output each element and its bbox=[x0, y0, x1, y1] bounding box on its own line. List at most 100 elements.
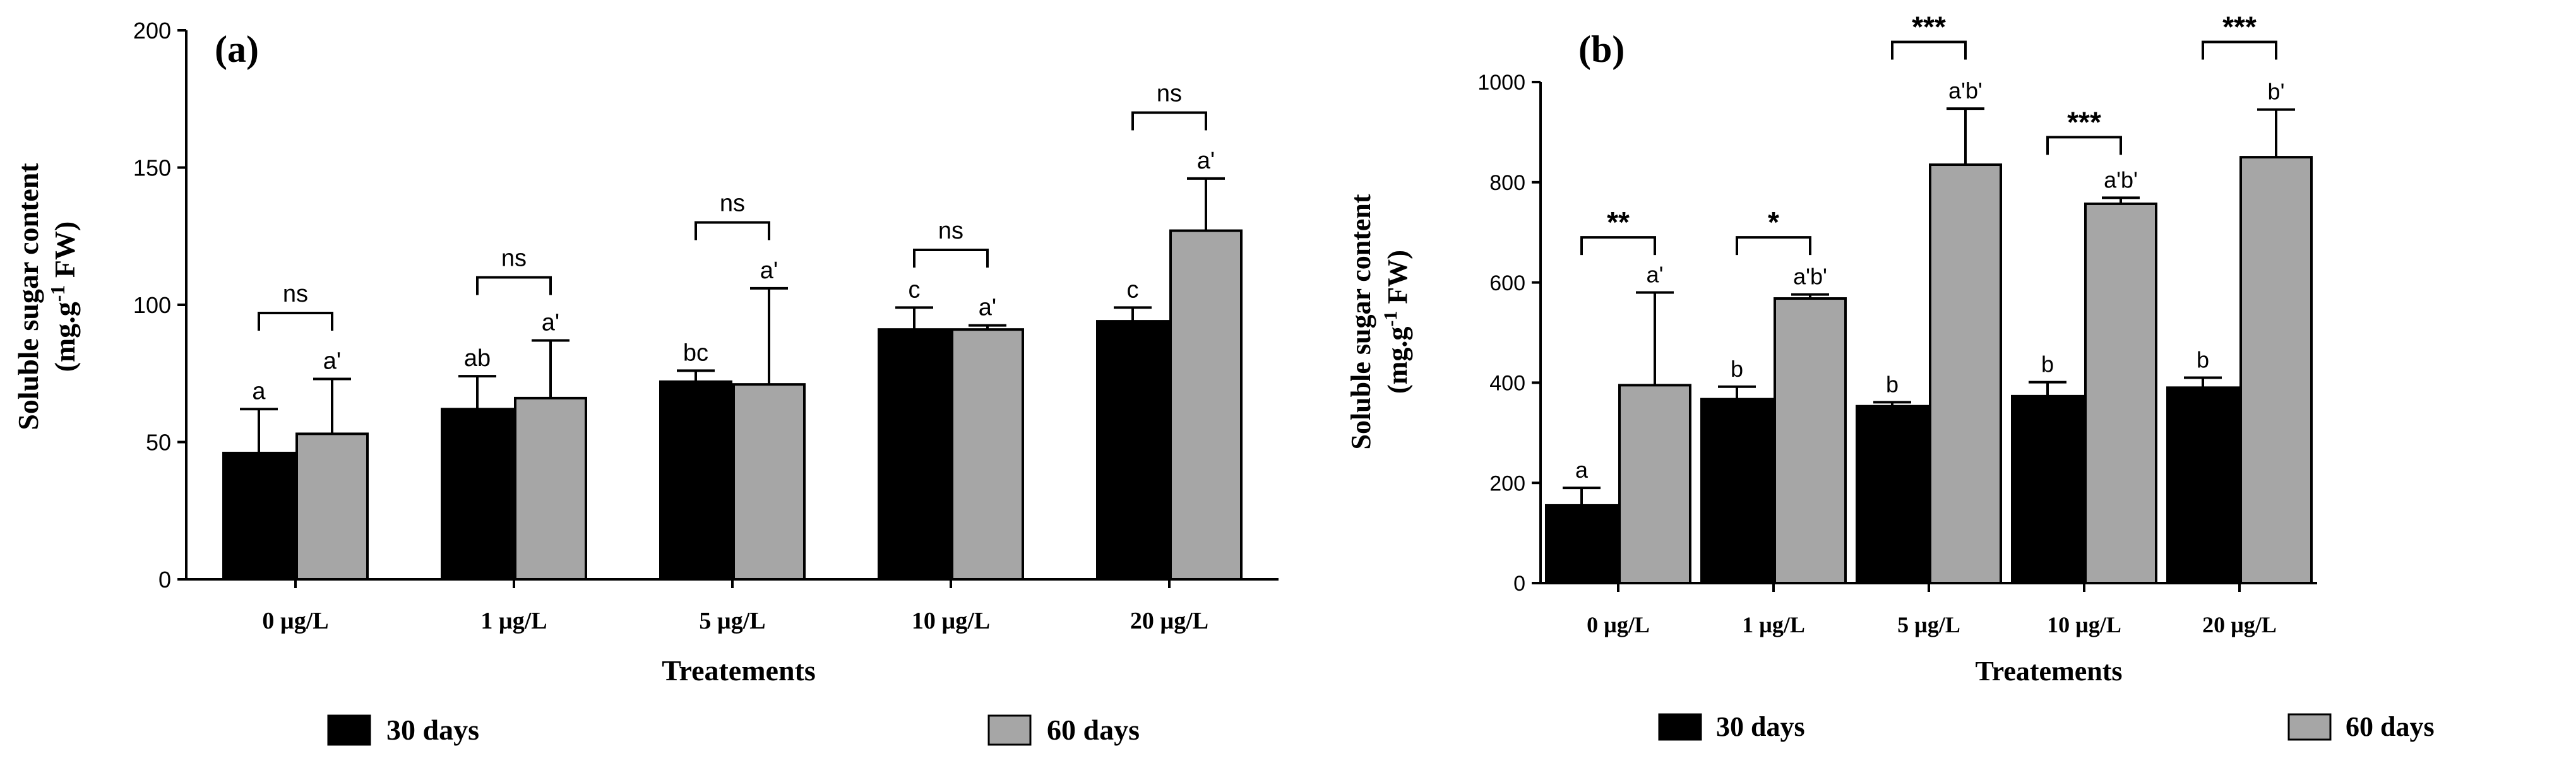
legend-swatch-30-days bbox=[1658, 713, 1702, 741]
y-tick-label: 50 bbox=[146, 429, 171, 455]
annotations: a a' ns ab a' ns bc a' ns c a' ns c a' ns bbox=[252, 81, 1215, 405]
significance-letter: a bbox=[252, 378, 266, 405]
legend-swatch-60-days bbox=[2287, 713, 2332, 741]
bar bbox=[1618, 384, 1691, 584]
y-tick-label: 0 bbox=[158, 567, 171, 593]
comparison-label: * bbox=[1768, 206, 1779, 239]
bar bbox=[2166, 386, 2239, 585]
legend-swatch-30-days bbox=[327, 714, 371, 746]
legend: 30 days 60 days bbox=[1658, 711, 2435, 742]
annotations: a a' ** b a'b' * b a'b' *** b a'b' *** b b' *** bbox=[1575, 10, 2284, 483]
significance-letter: a' bbox=[979, 295, 996, 321]
y-tick-label: 800 bbox=[1489, 171, 1525, 195]
bar bbox=[951, 328, 1024, 581]
comparison-label: ** bbox=[1607, 206, 1630, 239]
bar bbox=[2084, 202, 2157, 584]
axes: 0 50 100 150 200 0 µg/L 1 µg/L 5 µg/L 10 µg/L 20 … bbox=[133, 18, 1279, 634]
y-axis-unit: (mg.g-1 FW) bbox=[46, 222, 81, 372]
x-tick-label: 20 µg/L bbox=[2202, 612, 2277, 637]
panel-b: 0 200 400 600 800 1000 0 µg/L 1 µg/L 5 µg/L 10 µg… bbox=[1345, 10, 2435, 742]
comparison-bracket bbox=[1580, 236, 1656, 256]
significance-letter: a'b' bbox=[1948, 78, 1983, 103]
legend-label-30-days: 30 days bbox=[386, 714, 479, 746]
bar bbox=[659, 380, 732, 581]
x-axis-label: Treatements bbox=[662, 654, 816, 687]
y-axis-label: Soluble sugar content bbox=[12, 163, 44, 430]
bars bbox=[1545, 107, 2313, 585]
legend: 30 days 60 days bbox=[327, 714, 1140, 746]
x-tick-label: 1 µg/L bbox=[1742, 612, 1805, 637]
significance-letter: a' bbox=[323, 348, 341, 374]
legend-label-60-days: 60 days bbox=[2346, 711, 2435, 742]
x-tick-label: 0 µg/L bbox=[262, 608, 328, 634]
comparison-bracket bbox=[1891, 40, 1967, 60]
significance-letter: b bbox=[2197, 346, 2209, 372]
bar bbox=[514, 396, 587, 581]
bar bbox=[732, 383, 806, 581]
comparison-bracket bbox=[2202, 40, 2277, 60]
legend-swatch-60-days bbox=[987, 714, 1032, 746]
bars bbox=[222, 177, 1243, 581]
significance-letter: a' bbox=[760, 257, 778, 284]
x-tick-label: 10 µg/L bbox=[2047, 612, 2121, 637]
y-axis-unit: (mg.g-1 FW) bbox=[1380, 250, 1413, 394]
y-tick-label: 400 bbox=[1489, 372, 1525, 396]
significance-letter: b bbox=[1731, 356, 1743, 382]
significance-letter: b bbox=[1886, 371, 1899, 397]
comparison-bracket bbox=[1131, 111, 1207, 131]
significance-letter: c bbox=[1127, 276, 1139, 303]
bar bbox=[1929, 163, 2002, 584]
comparison-bracket bbox=[258, 312, 333, 331]
bar bbox=[2239, 156, 2313, 585]
y-tick-label: 200 bbox=[133, 18, 171, 44]
x-tick-label: 0 µg/L bbox=[1587, 612, 1650, 637]
y-tick-label: 100 bbox=[133, 292, 171, 318]
x-tick-label: 20 µg/L bbox=[1130, 608, 1208, 634]
comparison-label: ns bbox=[501, 245, 527, 272]
comparison-label: *** bbox=[2067, 105, 2101, 138]
comparison-bracket bbox=[695, 221, 770, 240]
significance-letter: a' bbox=[1197, 148, 1215, 174]
comparison-label: ns bbox=[720, 191, 745, 217]
comparison-label: *** bbox=[1912, 10, 1946, 43]
y-tick-label: 150 bbox=[133, 155, 171, 180]
significance-letter: ab bbox=[464, 345, 491, 372]
comparison-label: ns bbox=[283, 281, 308, 307]
bar bbox=[1774, 297, 1847, 584]
comparison-label: *** bbox=[2222, 10, 2257, 43]
significance-letter: b bbox=[2041, 352, 2054, 377]
x-axis-label: Treatements bbox=[1976, 656, 2123, 687]
panel-a: 0 50 100 150 200 0 µg/L 1 µg/L 5 µg/L 10 µg/L 20 … bbox=[12, 18, 1279, 746]
x-tick-label: 10 µg/L bbox=[912, 608, 990, 634]
y-tick-label: 0 bbox=[1513, 572, 1525, 596]
x-tick-label: 5 µg/L bbox=[699, 608, 765, 634]
bar bbox=[441, 408, 514, 581]
significance-letter: a' bbox=[1647, 261, 1664, 287]
y-axis-label: Soluble sugar content bbox=[1345, 194, 1376, 449]
significance-letter: a bbox=[1575, 457, 1589, 483]
bar bbox=[1856, 405, 1929, 585]
bar bbox=[2011, 394, 2084, 584]
x-tick-label: 1 µg/L bbox=[480, 608, 547, 634]
y-tick-label: 600 bbox=[1489, 271, 1525, 295]
bar bbox=[1096, 320, 1169, 581]
significance-letter: c bbox=[909, 276, 921, 303]
panel-label: (b) bbox=[1578, 28, 1625, 70]
y-tick-label: 200 bbox=[1489, 471, 1525, 495]
bar bbox=[222, 451, 295, 581]
significance-letter: a'b' bbox=[2104, 167, 2138, 192]
significance-letter: a' bbox=[542, 310, 559, 336]
bar bbox=[295, 432, 369, 581]
bar bbox=[1700, 398, 1774, 584]
panel-label: (a) bbox=[215, 28, 259, 70]
comparison-bracket bbox=[2046, 136, 2122, 155]
significance-letter: b' bbox=[2268, 79, 2285, 105]
comparison-bracket bbox=[913, 249, 989, 268]
bar bbox=[1169, 229, 1243, 581]
bar bbox=[1545, 504, 1618, 584]
comparison-label: ns bbox=[1157, 81, 1182, 107]
legend-label-60-days: 60 days bbox=[1047, 714, 1140, 746]
legend-label-30-days: 30 days bbox=[1716, 711, 1805, 742]
comparison-bracket bbox=[1736, 236, 1811, 256]
